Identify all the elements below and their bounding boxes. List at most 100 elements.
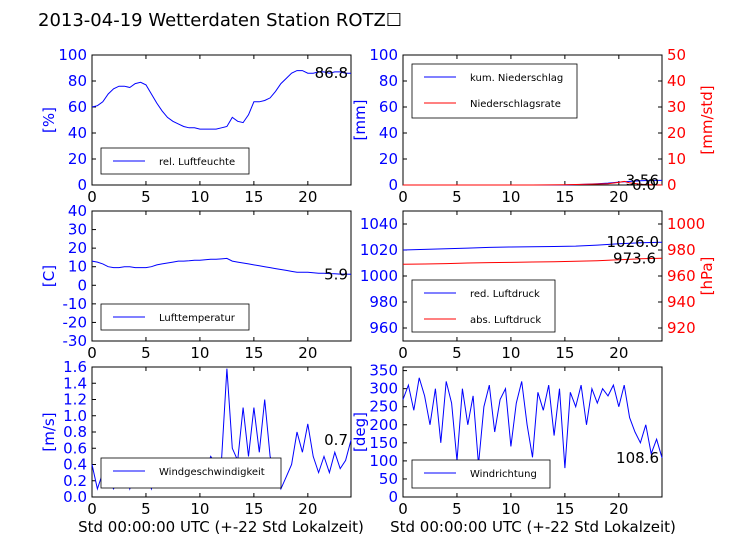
last-value2-label: 0.0 (632, 176, 656, 194)
y2-tick-label: 960 (667, 267, 696, 285)
legend-box (411, 279, 556, 333)
y-tick-label: 1.6 (63, 358, 87, 376)
x-tick-label: 0 (87, 500, 97, 518)
series-line (402, 377, 663, 469)
last-value-label: 5.9 (324, 265, 348, 283)
x-tick-label: 20 (298, 500, 317, 518)
y2-tick-label: 30 (667, 98, 686, 116)
x-tick-label: 0 (87, 188, 97, 206)
legend-box (411, 63, 578, 119)
y-tick-label: 60 (68, 98, 87, 116)
y-axis-label: [%] (40, 107, 58, 133)
last-value-label: 108.6 (616, 449, 659, 467)
y-axis-label: [mm] (351, 100, 369, 141)
x-tick-label: 5 (452, 344, 462, 362)
x-tick-label: 0 (398, 188, 408, 206)
y-tick-label: 0 (388, 176, 398, 194)
last-value-label: 0.7 (324, 431, 348, 449)
y-tick-label: 300 (369, 380, 398, 398)
y-tick-label: 40 (379, 124, 398, 142)
x-tick-label: 15 (555, 500, 574, 518)
x-tick-label: 10 (501, 188, 520, 206)
y-tick-label: -10 (63, 295, 88, 313)
y-tick-label: 40 (68, 124, 87, 142)
x-tick-label: 5 (141, 500, 151, 518)
y-tick-label: 980 (369, 293, 398, 311)
x-tick-label: 20 (298, 344, 317, 362)
x-tick-label: 5 (141, 344, 151, 362)
y2-tick-label: 0 (667, 176, 677, 194)
y-tick-label: 0.4 (63, 456, 87, 474)
plot-frame (402, 366, 663, 498)
y-axis-label: [C] (40, 265, 58, 287)
series-line (402, 241, 663, 251)
y2-tick-label: 40 (667, 72, 686, 90)
y-tick-label: 0.2 (63, 472, 87, 490)
y2-axis-label: [mm/std] (698, 85, 716, 154)
x-tick-label: 20 (298, 188, 317, 206)
x-axis-label: Std 00:00:00 UTC (+-22 Std Lokalzeit) (390, 518, 676, 536)
legend-label: Lufttemperatur (159, 313, 236, 324)
y-tick-label: 20 (379, 150, 398, 168)
x-tick-label: 15 (555, 188, 574, 206)
y-tick-label: 100 (369, 452, 398, 470)
series-line (91, 257, 352, 275)
legend-label: kum. Niederschlag (470, 73, 563, 84)
plot-frame (91, 54, 352, 186)
legend-box (411, 459, 551, 489)
legend-label: Windgeschwindigkeit (159, 467, 265, 478)
y-tick-label: 0.8 (63, 423, 87, 441)
series-line (402, 257, 663, 265)
y-tick-label: 1020 (360, 241, 398, 259)
plot-frame (91, 210, 352, 342)
y-tick-label: 30 (68, 221, 87, 239)
y2-tick-label: 1000 (667, 215, 705, 233)
x-tick-label: 15 (244, 344, 263, 362)
last-value-label: 3.56 (626, 171, 659, 189)
y-tick-label: 10 (68, 258, 87, 276)
x-tick-label: 15 (555, 344, 574, 362)
y-tick-label: 20 (68, 239, 87, 257)
x-tick-label: 10 (190, 344, 209, 362)
y2-tick-label: 20 (667, 124, 686, 142)
series-line (91, 70, 351, 130)
y-tick-label: 1.4 (63, 374, 87, 392)
x-tick-label: 10 (501, 500, 520, 518)
y-tick-label: 0.0 (63, 488, 87, 506)
y-tick-label: 200 (369, 416, 398, 434)
y-tick-label: 0 (77, 276, 87, 294)
x-axis-label: Std 00:00:00 UTC (+-22 Std Lokalzeit) (78, 518, 364, 536)
y2-tick-label: 10 (667, 150, 686, 168)
page-title: 2013-04-19 Wetterdaten Station ROTZ☐ (38, 10, 402, 31)
y2-tick-label: 940 (667, 293, 696, 311)
series-line (403, 180, 663, 186)
y-tick-label: 100 (58, 46, 87, 64)
y-tick-label: 1.0 (63, 407, 87, 425)
last-value-label: 1026.0 (607, 233, 660, 251)
legend-label: abs. Luftdruck (470, 315, 541, 326)
y-tick-label: 20 (68, 150, 87, 168)
x-tick-label: 0 (87, 344, 97, 362)
y-tick-label: -20 (63, 313, 88, 331)
y-tick-label: 0 (77, 176, 87, 194)
y2-tick-label: 920 (667, 319, 696, 337)
last-value-label: 86.8 (315, 64, 348, 82)
y-tick-label: 80 (68, 72, 87, 90)
y-tick-label: 80 (379, 72, 398, 90)
x-tick-label: 20 (609, 500, 628, 518)
y2-tick-label: 50 (667, 46, 686, 64)
x-tick-label: 10 (190, 188, 209, 206)
y-tick-label: 1000 (360, 267, 398, 285)
y2-tick-label: 980 (667, 241, 696, 259)
y-tick-label: 50 (379, 470, 398, 488)
x-tick-label: 5 (452, 500, 462, 518)
y-tick-label: 1.2 (63, 391, 87, 409)
legend-label: rel. Luftfeuchte (159, 157, 235, 168)
y-tick-label: 0 (388, 488, 398, 506)
x-tick-label: 15 (244, 500, 263, 518)
y-tick-label: 1040 (360, 215, 398, 233)
y-axis-label: [m/s] (40, 412, 58, 451)
x-tick-label: 10 (501, 344, 520, 362)
last-value2-label: 973.6 (613, 249, 656, 267)
